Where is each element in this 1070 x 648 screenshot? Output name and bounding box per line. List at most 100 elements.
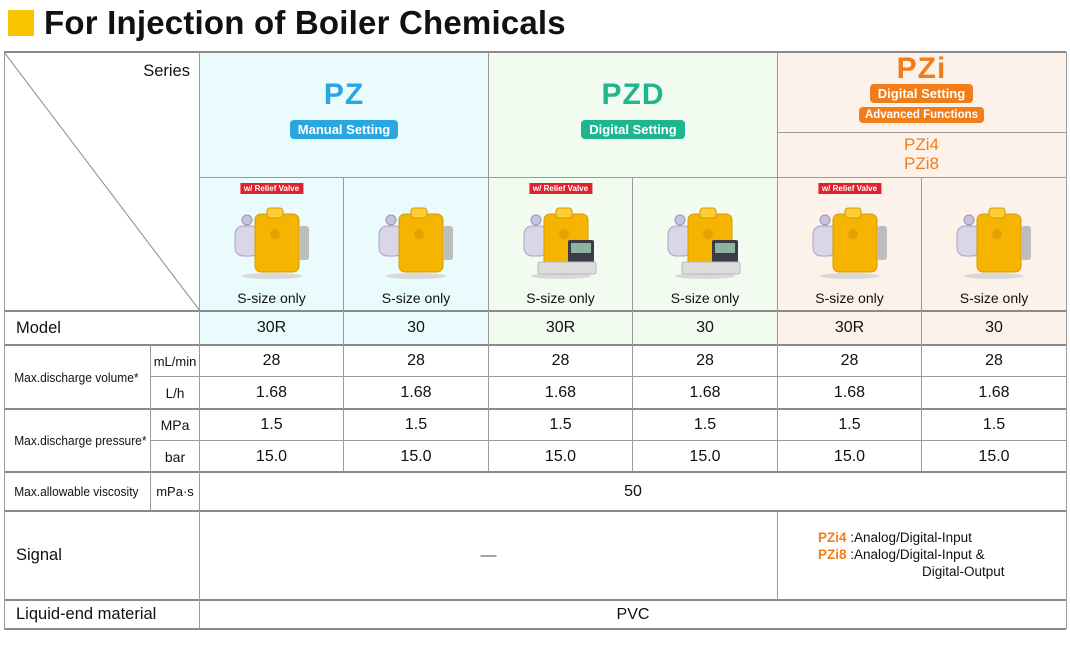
col-label-divider (199, 52, 200, 629)
discharge-pressure-mpa-value: 1.5 (693, 416, 717, 433)
signal-pzi4-text: :Analog/Digital-Input (850, 530, 972, 545)
viscosity-value: 50 (624, 482, 642, 500)
pz-model-bg (200, 311, 488, 345)
relief-valve-tag: w/ Relief Valve (528, 183, 593, 194)
liquid-end-value: PVC (616, 605, 650, 623)
discharge-pressure-unit-bar: bar (164, 448, 186, 465)
col-right-border (1066, 52, 1067, 629)
pump-size-caption: S-size only (381, 290, 451, 306)
model-value: 30 (696, 319, 714, 336)
pump-size-caption: S-size only (237, 290, 306, 306)
discharge-volume-mlmin-value: 28 (407, 352, 425, 369)
discharge-pressure-mpa-value: 1.5 (404, 416, 428, 433)
metering-pump-image (812, 207, 887, 279)
relief-valve-tag: w/ Relief Valve (817, 183, 882, 194)
discharge-volume-label: Max.discharge volume* (14, 369, 139, 385)
pump-image-cell: w/ Relief Valve S-size only (778, 178, 921, 310)
rule-table-bottom (4, 628, 1066, 630)
discharge-pressure-mpa-value: 1.5 (549, 416, 572, 433)
rule-series-pumps (200, 177, 1066, 178)
discharge-pressure-bar-value: 15.0 (978, 447, 1010, 465)
discharge-volume-unit-lh: L/h (165, 385, 185, 401)
col-pzd-split (632, 178, 633, 471)
pump-size-caption: S-size only (959, 290, 1029, 306)
discharge-pressure-bar-value: 15.0 (833, 447, 866, 465)
pzd-series-name: PZD (601, 78, 665, 111)
discharge-pressure-bar-value: 15.0 (255, 447, 288, 465)
pz-manual-setting-badge: Manual Setting (289, 120, 399, 139)
col-pzi-signal (777, 511, 778, 600)
rule-pzi-models (777, 132, 1066, 133)
discharge-volume-mlmin-value: 28 (551, 352, 570, 369)
metering-pump-image (234, 207, 309, 279)
rule-press-bottom (4, 471, 1066, 473)
series-label: Series (143, 62, 190, 80)
discharge-pressure-mpa-value: 1.5 (838, 416, 861, 433)
pzd-model-bg (489, 311, 777, 345)
discharge-volume-mlmin-value: 28 (985, 352, 1003, 369)
discharge-pressure-mpa-value: 1.5 (260, 416, 283, 433)
discharge-volume-lh-value: 1.68 (833, 384, 866, 401)
pump-image-cell: S-size only (344, 178, 488, 310)
discharge-volume-unit-mlmin: mL/min (153, 353, 197, 369)
discharge-volume-lh-value: 1.68 (689, 384, 721, 401)
rule-vol-mid (150, 376, 1066, 377)
pump-size-caption: S-size only (670, 290, 740, 306)
discharge-volume-lh-value: 1.68 (400, 384, 432, 401)
viscosity-label: Max.allowable viscosity (14, 484, 139, 499)
discharge-volume-mlmin-value: 28 (840, 352, 859, 369)
model-value: 30 (407, 319, 425, 336)
col-pzd-pzi (777, 52, 778, 471)
rule-vol-bottom (4, 408, 1066, 410)
signal-pzi8-text2: Digital-Output (922, 564, 1005, 579)
page-title: For Injection of Boiler Chemicals (44, 4, 566, 41)
col-pz-split (343, 178, 344, 471)
signal-pzi4-name: PZi4 (818, 530, 847, 545)
pump-size-caption: S-size only (815, 290, 884, 306)
page-title-bar: For Injection of Boiler Chemicals (8, 4, 566, 41)
pzd-digital-setting-badge: Digital Setting (581, 120, 685, 139)
signal-pzi-value: PZi4 :Analog/Digital-Input PZi8 :Analog/… (818, 529, 1064, 580)
pzi-advanced-functions-badge: Advanced Functions (858, 107, 985, 123)
discharge-pressure-bar-value: 15.0 (400, 447, 432, 465)
pzi4-model-label: PZi4 (904, 135, 939, 154)
model-value: 30R (834, 319, 865, 336)
rule-signal-bottom (4, 599, 1066, 601)
rule-visc-bottom (4, 510, 1066, 512)
rule-top (4, 51, 1066, 53)
discharge-volume-mlmin-value: 28 (696, 352, 714, 369)
pzi-series-header: PZi Digital Setting Advanced Functions (777, 52, 1066, 132)
model-value: 30R (256, 319, 287, 336)
viscosity-unit: mPa·s (156, 484, 194, 499)
discharge-pressure-bar-value: 15.0 (544, 447, 577, 465)
rule-model-bottom (4, 344, 1066, 346)
pz-series-header: PZ Manual Setting (200, 52, 488, 177)
signal-pz-pzd-value: — (480, 546, 497, 564)
pz-series-name: PZ (323, 78, 365, 111)
title-marker-square (8, 10, 34, 36)
model-value: 30 (985, 319, 1003, 336)
pzi-series-name: PZi (896, 52, 947, 85)
signal-pzi8-text: :Analog/Digital-Input & (850, 547, 985, 562)
discharge-pressure-unit-mpa: MPa (160, 417, 190, 433)
pump-image-cell: S-size only (922, 178, 1066, 310)
pump-size-caption: S-size only (526, 290, 595, 306)
pzi8-model-label: PZi8 (904, 154, 939, 173)
discharge-volume-lh-value: 1.68 (544, 384, 577, 401)
metering-pump-image (667, 207, 741, 279)
pzi-digital-setting-badge: Digital Setting (869, 84, 974, 103)
rule-press-mid (150, 440, 1066, 441)
signal-pzi8-name: PZi8 (818, 547, 847, 562)
relief-valve-tag: w/ Relief Valve (239, 183, 304, 194)
model-row-label: Model (16, 318, 61, 337)
pump-image-cell: w/ Relief Valve S-size only (200, 178, 343, 310)
col-unit-divider (150, 345, 151, 510)
col-pzi-split (921, 178, 922, 471)
rule-model-top (4, 310, 1066, 312)
liquid-end-label: Liquid-end material (16, 605, 157, 623)
discharge-pressure-mpa-value: 1.5 (982, 416, 1006, 433)
pzd-series-header: PZD Digital Setting (489, 52, 777, 177)
pzi-models: PZi4 PZi8 (777, 135, 1066, 173)
discharge-volume-lh-value: 1.68 (255, 384, 288, 401)
discharge-pressure-bar-value: 15.0 (689, 447, 721, 465)
